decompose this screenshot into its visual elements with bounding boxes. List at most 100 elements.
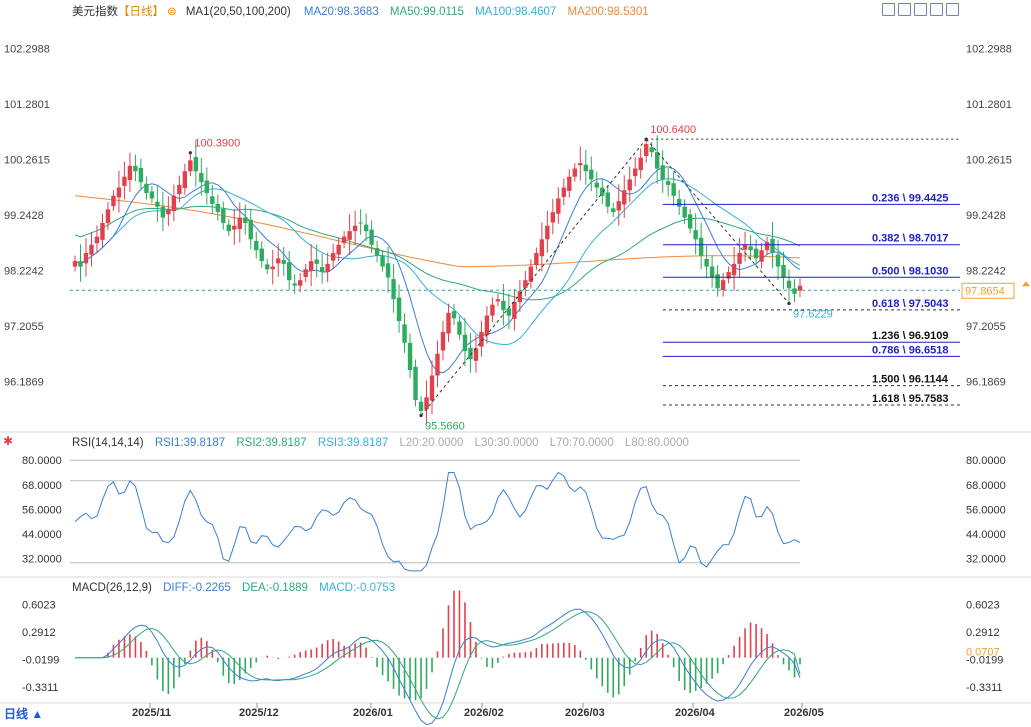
rsi2-value: RSI2:39.8187 xyxy=(236,437,307,449)
candle-body xyxy=(319,267,325,273)
y-tick-label-right: 99.2428 xyxy=(966,210,1006,222)
y-tick-label-left: 99.2428 xyxy=(4,210,44,222)
x-tick-label: 2026/01 xyxy=(353,707,393,719)
candle-body xyxy=(407,342,413,371)
close-icon[interactable] xyxy=(946,3,959,16)
period-button[interactable]: 日线 ▲ xyxy=(4,707,44,721)
candle-body xyxy=(160,206,166,218)
x-tick-label: 2026/05 xyxy=(784,707,824,719)
candle-body xyxy=(188,160,193,172)
fib-level-label: 0.382 \ 98.7017 xyxy=(872,233,948,245)
ma20-value: MA20:98.3683 xyxy=(303,6,379,18)
candle-body xyxy=(270,266,275,270)
extreme-label: 97.6229 xyxy=(793,308,833,320)
candle-body xyxy=(314,259,319,264)
chart-settings-icon[interactable] xyxy=(882,3,895,16)
candle-body xyxy=(600,187,605,196)
candle-body xyxy=(786,280,792,289)
x-tick-label: 2025/11 xyxy=(132,707,171,719)
candle-body xyxy=(457,321,462,335)
rsi-header: RSI(14,14,14) RSI1:39.8187 RSI2:39.8187 … xyxy=(72,437,697,449)
candle-body xyxy=(435,353,440,376)
candle-body xyxy=(396,297,402,322)
candle-body xyxy=(775,254,781,267)
candle-body xyxy=(709,266,715,278)
candle-body xyxy=(660,165,665,180)
extreme-label: 100.3900 xyxy=(194,138,240,150)
y-tick-label-left: 97.2055 xyxy=(4,321,44,333)
candle-body xyxy=(292,283,297,286)
candle-body xyxy=(644,144,649,156)
candle-body xyxy=(451,311,457,319)
candle-body xyxy=(243,217,248,223)
macd-dea-line xyxy=(75,611,801,720)
candle-body xyxy=(429,375,435,401)
macd-y-tick-left: -0.0199 xyxy=(22,654,59,666)
candle-body xyxy=(693,230,698,240)
rsi1-value: RSI1:39.8187 xyxy=(154,437,226,449)
candle-body xyxy=(276,258,281,264)
rsi-settings-icon[interactable]: ✱ xyxy=(3,434,14,448)
candle-body xyxy=(424,397,429,410)
candle-body xyxy=(352,225,358,232)
macd-y-tick-left: 0.2912 xyxy=(22,627,56,639)
candle-body xyxy=(759,250,764,262)
candle-body xyxy=(473,348,479,361)
candle-body xyxy=(687,214,693,229)
candle-body xyxy=(259,248,264,262)
candle-body xyxy=(166,209,171,215)
macd-diff-line xyxy=(75,608,801,726)
candle-body xyxy=(281,260,286,264)
macd-current-value: 0.0707 xyxy=(966,646,1000,658)
x-tick-label: 2025/12 xyxy=(239,707,279,719)
rsi-y-tick-left: 44.0000 xyxy=(22,529,62,541)
rsi-y-tick-right: 44.0000 xyxy=(966,529,1006,541)
y-tick-label-right: 96.1869 xyxy=(966,377,1006,389)
candle-body xyxy=(731,263,737,276)
candle-body xyxy=(589,169,594,180)
candle-body xyxy=(210,196,215,204)
zoom-in-icon[interactable] xyxy=(898,3,911,16)
rsi-line xyxy=(74,471,801,572)
rsi-y-tick-right: 68.0000 xyxy=(966,480,1006,492)
candle-body xyxy=(155,201,160,207)
candle-body xyxy=(287,262,292,281)
candle-body xyxy=(633,168,638,177)
candle-body xyxy=(446,312,451,334)
candle-body xyxy=(528,266,534,282)
candle-body xyxy=(737,252,742,264)
candle-body xyxy=(265,264,270,270)
l30-value: L30:30.0000 xyxy=(474,437,539,449)
x-tick-label: 2026/03 xyxy=(565,707,605,719)
candle-body xyxy=(94,236,100,244)
fib-anchor-line xyxy=(645,138,790,304)
main-header: 美元指数【日线】 ⊜ MA1(20,50,100,200) MA20:98.368… xyxy=(72,3,657,19)
rsi-y-tick-left: 56.0000 xyxy=(22,504,62,516)
y-tick-label-right: 101.2801 xyxy=(966,99,1012,111)
dea-value: DEA:-0.1889 xyxy=(242,582,308,594)
candle-body xyxy=(177,184,182,195)
candle-body xyxy=(627,179,632,191)
fib-level-label: 0.786 \ 96.6518 xyxy=(872,344,948,356)
candle-body xyxy=(303,269,308,277)
maximize-icon[interactable] xyxy=(930,3,943,16)
macd-label: MACD(26,12,9) xyxy=(72,582,152,594)
candle-body xyxy=(567,176,572,191)
y-tick-label-left: 96.1869 xyxy=(4,377,44,389)
candle-body xyxy=(347,231,352,240)
rsi-y-tick-right: 32.0000 xyxy=(966,554,1006,566)
fib-level-label: 0.500 \ 98.1030 xyxy=(872,265,948,277)
y-tick-label-right: 98.2242 xyxy=(966,266,1006,278)
candle-body xyxy=(330,252,336,261)
rsi-label: RSI(14,14,14) xyxy=(72,437,144,449)
candle-body xyxy=(490,304,495,316)
fib-level-label: 1.500 \ 96.1144 xyxy=(872,374,949,386)
candle-body xyxy=(358,222,363,224)
toolbar xyxy=(882,3,959,16)
candle-body xyxy=(523,280,528,288)
settings-icon[interactable]: ⊜ xyxy=(167,6,177,18)
zoom-out-icon[interactable] xyxy=(914,3,927,16)
candle-body xyxy=(704,258,709,267)
y-tick-label-right: 100.2615 xyxy=(966,155,1012,167)
